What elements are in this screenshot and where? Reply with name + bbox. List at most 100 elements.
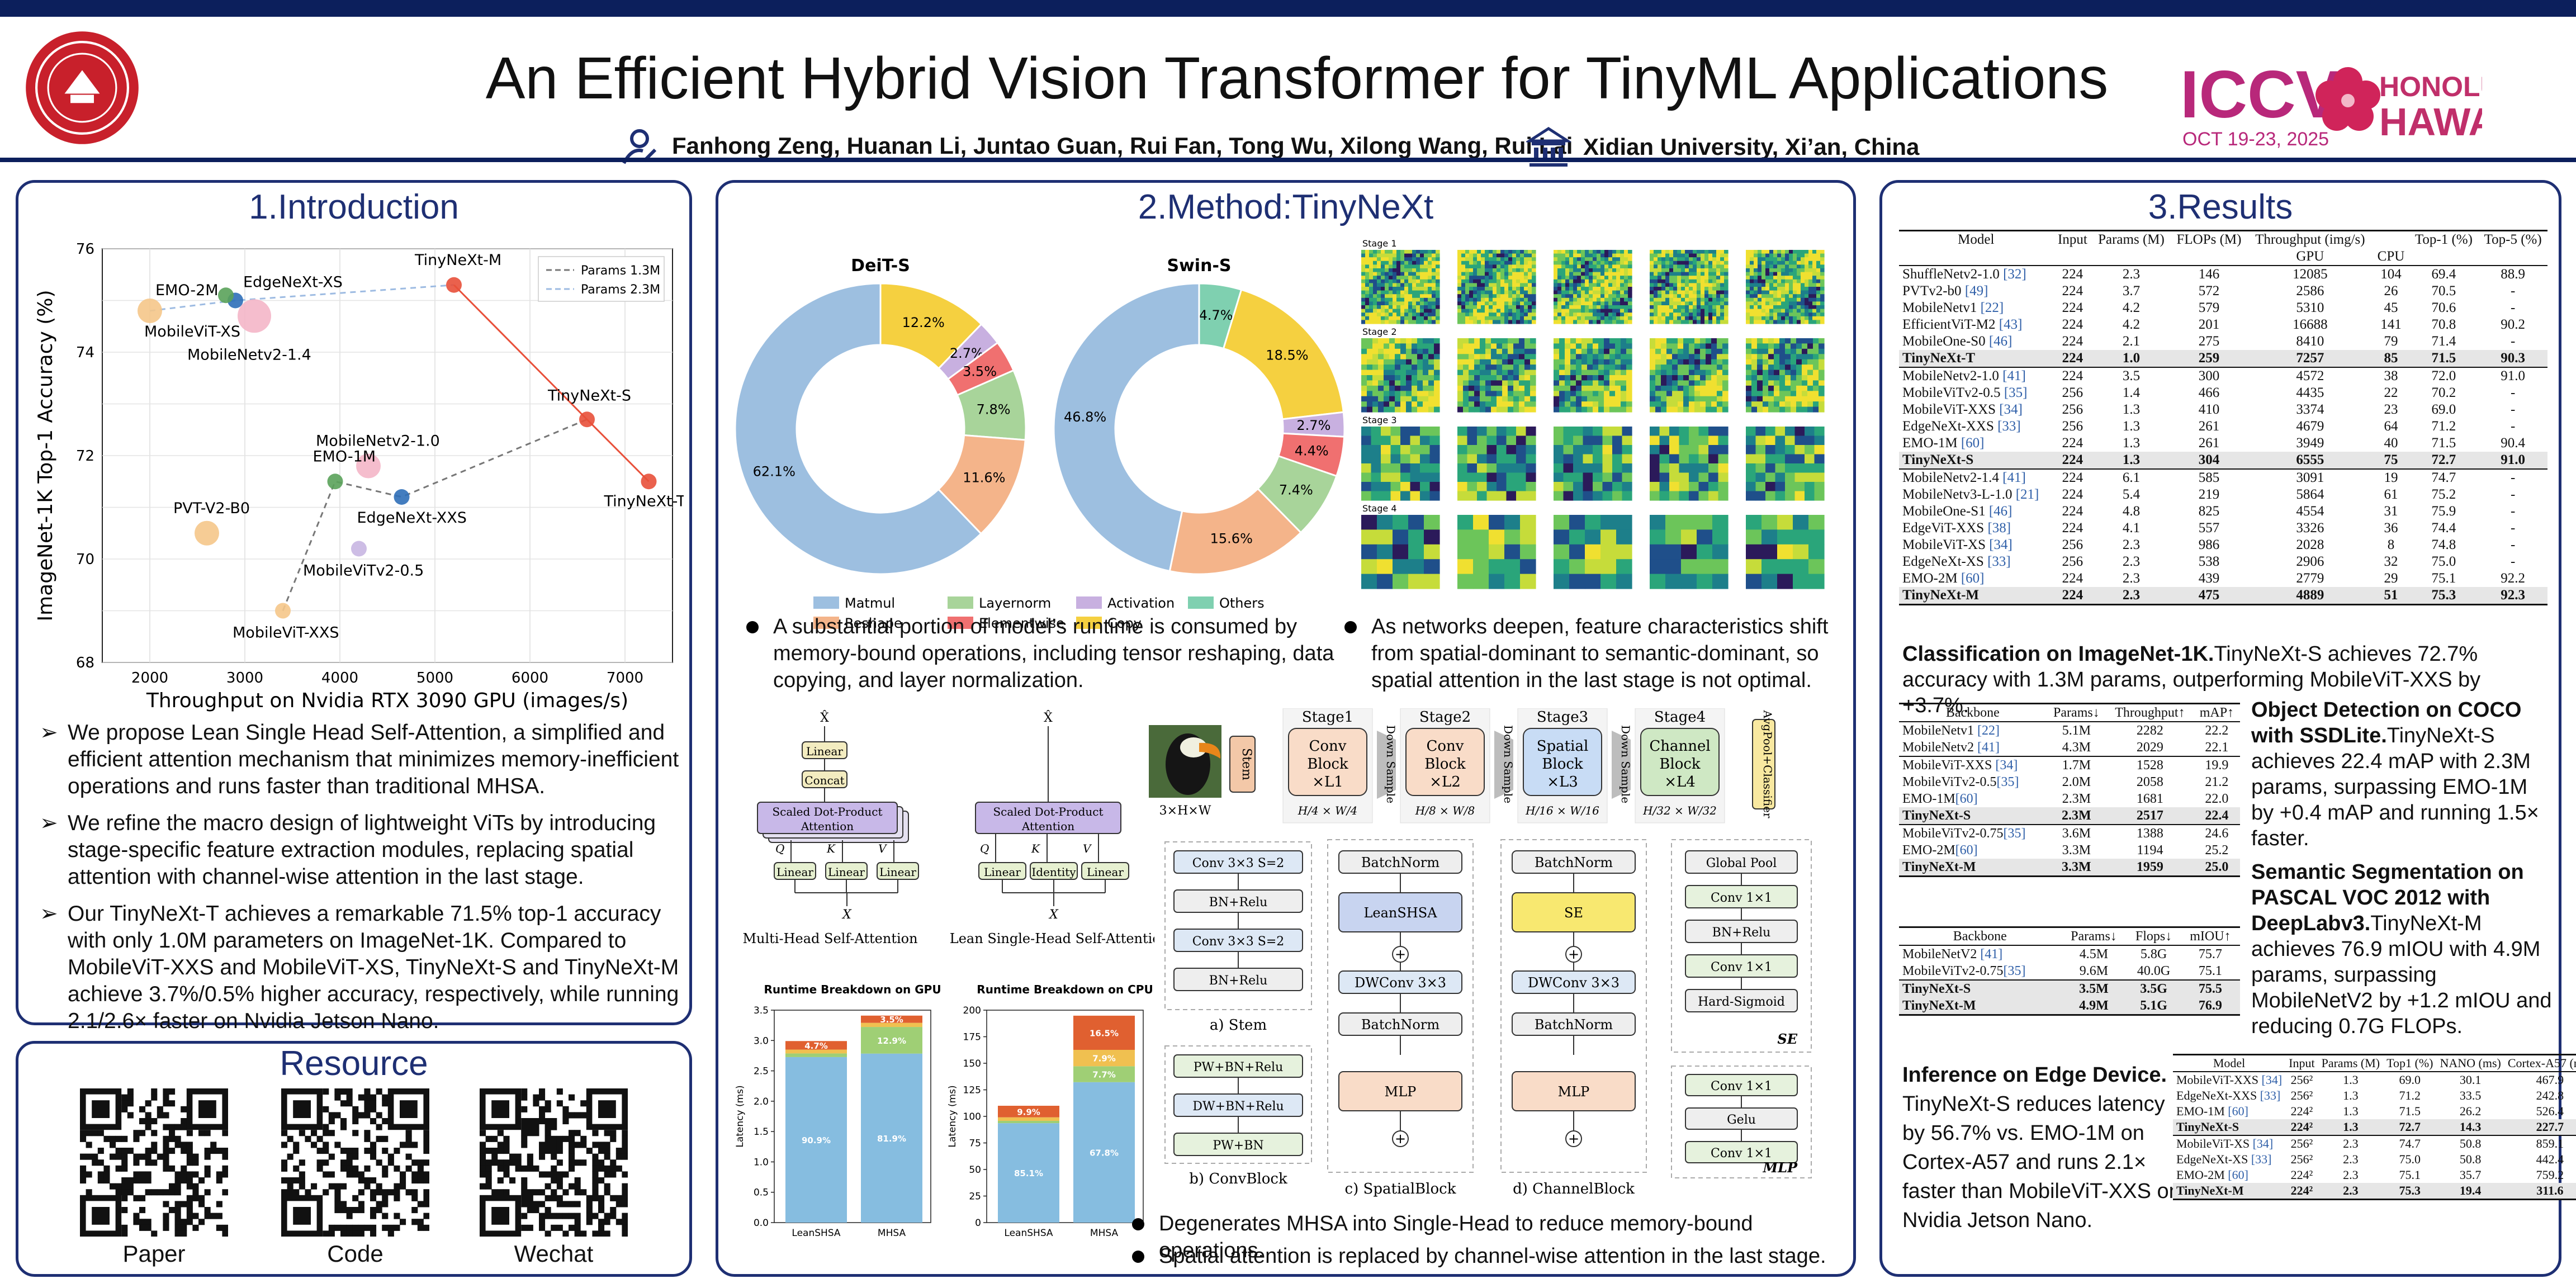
qr-module [604,1153,610,1160]
qr-module [340,1088,347,1095]
qr-module [346,1088,353,1095]
citation[interactable]: [60] [1955,792,1978,806]
mlp-frame [1671,1066,1812,1178]
qr-module [592,1213,599,1219]
qr-module [346,1094,353,1101]
table-cell: 25.2 [2205,843,2229,858]
qr-module [346,1230,353,1237]
citation[interactable]: [35] [2000,385,2028,400]
citation[interactable]: [33] [2248,1152,2272,1166]
y-axis-label: Latency (ms) [947,1085,958,1147]
qr-module [394,1224,400,1231]
bar-segment [1073,1082,1135,1223]
citation[interactable]: [60] [2224,1168,2248,1182]
citation[interactable]: [33] [1993,419,2021,434]
citation[interactable]: [49] [1961,283,1988,299]
citation[interactable]: [35] [2003,826,2026,841]
qr-module [186,1183,193,1190]
qr-module [556,1148,563,1154]
table-cell: MobileViTv2-0.75[35] [1902,964,2026,978]
add-node [1392,1130,1409,1147]
citation[interactable]: [38] [1984,520,2011,536]
qr-module [370,1207,377,1214]
qr-module [491,1135,498,1142]
mlp-op-label: Conv 1×1 [1711,1079,1772,1093]
paper-qr-code[interactable] [80,1088,228,1237]
qr-module [364,1135,371,1142]
table-cell: 2.3 [2343,1168,2359,1182]
qr-module [163,1124,169,1130]
qr-module [328,1230,335,1237]
qr-module [411,1195,418,1201]
qr-module [334,1189,341,1196]
citation[interactable]: [34] [2258,1073,2283,1087]
qr-module [181,1142,187,1148]
citation[interactable]: [43] [1995,317,2023,332]
qr-module [539,1201,546,1208]
y-axis-label: Latency (ms) [735,1085,746,1147]
qr-module [411,1142,418,1148]
qr-module [544,1100,551,1107]
channelblock-op-label: BatchNorm [1535,855,1613,870]
qr-module [423,1177,429,1184]
citation[interactable]: [60] [1955,843,1978,858]
segment-label: 90.9% [802,1135,831,1145]
bullet-dot [1132,1218,1144,1230]
column-header: Model [1899,230,2053,248]
citation[interactable]: [34] [1992,758,2018,773]
authors-line: Fanhong Zeng, Huanan Li, Juntao Guan, Ru… [621,126,1573,165]
citation[interactable]: [46] [1985,504,2012,519]
qr-module [316,1148,323,1154]
qr-module [181,1118,187,1125]
channelblock-frame [1500,839,1647,1173]
citation[interactable]: [35] [2003,964,2026,978]
segment-label: 81.9% [877,1134,906,1144]
citation[interactable]: [33] [1983,554,2011,569]
citation[interactable]: [41] [1977,947,2003,962]
legend-entry: Params 2.3M [581,283,660,297]
citation[interactable]: [60] [1957,571,1985,586]
table-cell: 85 [2373,350,2409,367]
citation[interactable]: [33] [2257,1088,2281,1102]
qr-module [382,1165,389,1172]
spatialblock-op-label: MLP [1385,1084,1417,1100]
table-cell: - [2510,283,2516,299]
table-cell: 22.0 [2205,792,2229,806]
qr-module [169,1088,176,1095]
qr-module [110,1135,116,1142]
qr-module [139,1207,146,1214]
citation[interactable]: [60] [2224,1104,2248,1118]
citation[interactable]: [41] [1973,740,2000,755]
citation[interactable]: [22] [1973,723,2000,738]
table-cell: TinyNeXt-S [2173,1119,2286,1135]
wechat-qr-code[interactable] [480,1088,628,1237]
qr-module [145,1219,151,1225]
citation[interactable]: [35] [1996,775,2019,789]
table-row: MobileViT-XXS [34] 256 1.3 410 3374 23 69.0 - [1899,401,2547,418]
citation[interactable]: [34] [2250,1137,2274,1150]
citation[interactable]: [46] [1985,334,2012,349]
code-qr-code[interactable] [281,1088,429,1237]
stage-block [1405,728,1485,796]
citation[interactable]: [34] [1985,537,2012,552]
citation[interactable]: [21] [2012,487,2039,502]
table-cell: 1.7M [2046,756,2107,774]
add-node [1565,946,1582,963]
citation[interactable]: [22] [1977,300,2004,315]
citation[interactable]: [60] [1957,435,1985,451]
citation[interactable]: [41] [1999,470,2026,485]
point-label: EdgeNeXt-XXS [357,509,467,527]
slice-label: 15.6% [1210,531,1253,547]
qr-module [610,1165,617,1172]
citation[interactable]: [32] [1999,267,2026,282]
qr-module [417,1201,424,1208]
citation[interactable]: [41] [1999,368,2026,383]
downsample-block [1494,731,1513,799]
citation[interactable]: [34] [1996,402,2023,417]
qr-module [204,1165,211,1172]
table-cell: TinyNeXt-S [1899,807,2047,825]
qr-module [163,1142,169,1148]
qr-module [539,1094,546,1101]
table-cell: 2029 [2136,740,2163,755]
qr-module [174,1142,181,1148]
